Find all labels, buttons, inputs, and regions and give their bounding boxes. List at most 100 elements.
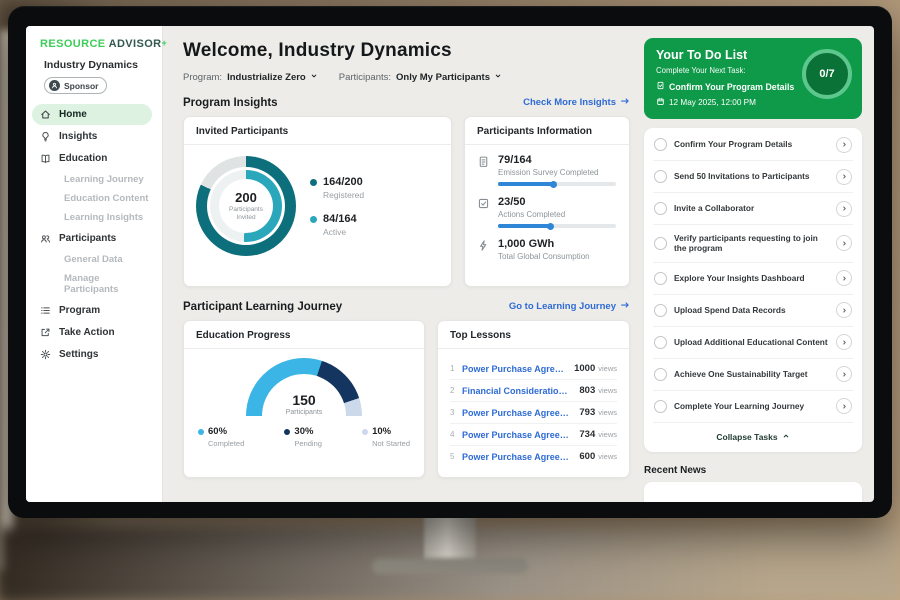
monitor-stand-base — [372, 558, 528, 574]
logo-plus: + — [161, 38, 168, 48]
checklist-icon — [477, 197, 490, 210]
chevron-right-icon[interactable] — [836, 302, 852, 319]
program-filter-label: Program: — [183, 72, 223, 83]
task-row[interactable]: Upload Additional Educational Content — [653, 327, 853, 359]
participants-filter-label: Participants: — [338, 72, 392, 83]
active-dot — [310, 215, 317, 223]
sidebar-item-settings[interactable]: Settings — [32, 344, 152, 365]
task-checkbox[interactable] — [654, 399, 667, 413]
people-icon — [40, 233, 51, 244]
task-row[interactable]: Send 50 Invitations to Participants — [653, 161, 853, 193]
task-checkbox[interactable] — [654, 236, 667, 250]
stat-actions-completed: 23/50 Actions Completed — [477, 196, 617, 230]
lesson-link[interactable]: Power Purchase Agreements 103 — [462, 451, 571, 462]
sidebar: RESOURCE ADVISOR+ Industry Dynamics Spon… — [26, 26, 167, 502]
collapse-tasks-button[interactable]: Collapse Tasks — [653, 423, 853, 451]
stat-global-consumption: 1,000 GWh Total Global Consumption — [477, 238, 617, 266]
invited-participants-card: Invited Participants 200 Participants In… — [183, 116, 452, 287]
lesson-row: 1 Power Purchase Agreements 101 1000view… — [450, 358, 617, 380]
sponsor-badge: Sponsor — [44, 77, 108, 94]
not-started-dot — [362, 428, 369, 435]
task-checkbox[interactable] — [654, 367, 667, 381]
program-select[interactable]: Industrialize Zero — [227, 72, 318, 83]
task-row[interactable]: Explore Your Insights Dashboard — [653, 263, 853, 295]
chevron-right-icon[interactable] — [836, 168, 852, 185]
chevron-right-icon[interactable] — [836, 334, 852, 351]
todo-subtitle: Complete Your Next Task: — [656, 66, 746, 75]
sidebar-item-take-action[interactable]: Take Action — [32, 322, 152, 343]
sidebar-item-label: Education — [59, 153, 108, 164]
person-icon — [49, 80, 60, 91]
education-progress-gauge-chart: 150 Participants — [246, 358, 362, 416]
book-icon — [40, 153, 51, 164]
lesson-row: 2 Financial Considerations - VPPAs 803vi… — [450, 380, 617, 402]
check-more-insights-link[interactable]: Check More Insights — [523, 96, 630, 109]
sidebar-item-general-data[interactable]: General Data — [64, 254, 123, 265]
energy-bolt-icon — [477, 239, 490, 252]
list-icon — [40, 305, 51, 316]
task-checkbox[interactable] — [654, 138, 667, 151]
donut-center-value: 200 — [235, 189, 257, 205]
sidebar-item-learning-journey[interactable]: Learning Journey — [64, 174, 144, 185]
learning-card-row: Education Progress 150 Participants 60 — [183, 320, 630, 478]
task-row[interactable]: Achieve One Sustainability Target — [653, 359, 853, 391]
legend-item-not-started: 10% Not Started — [362, 426, 410, 448]
sidebar-item-manage-participants[interactable]: Manage Participants — [64, 273, 119, 295]
chevron-right-icon[interactable] — [836, 136, 852, 153]
lesson-link[interactable]: Financial Considerations - VPPAs — [462, 385, 571, 396]
filter-bar: Program: Industrialize Zero Participants… — [183, 72, 630, 83]
stat-emission-survey: 79/164 Emission Survey Completed — [477, 154, 617, 188]
legend-item-registered: 164/200 Registered — [310, 176, 364, 200]
participants-select[interactable]: Only My Participants — [396, 72, 502, 83]
completed-dot — [198, 428, 204, 435]
arrow-right-icon — [620, 300, 630, 313]
go-to-learning-journey-link[interactable]: Go to Learning Journey — [509, 300, 630, 313]
clipboard-icon — [477, 155, 490, 168]
sidebar-item-education-content[interactable]: Education Content — [64, 193, 149, 204]
insights-card-row: Invited Participants 200 Participants In… — [183, 116, 630, 287]
task-checkbox[interactable] — [654, 303, 667, 317]
chevron-right-icon[interactable] — [836, 398, 852, 415]
pending-dot — [284, 428, 291, 435]
sidebar-item-education[interactable]: Education — [32, 148, 152, 169]
chevron-right-icon[interactable] — [836, 270, 852, 287]
monitor-bezel: RESOURCE ADVISOR+ Industry Dynamics Spon… — [8, 6, 892, 518]
logo-advisor: ADVISOR — [108, 38, 162, 50]
task-row[interactable]: Invite a Collaborator — [653, 193, 853, 225]
sidebar-item-learning-insights[interactable]: Learning Insights — [64, 212, 144, 223]
sidebar-item-program[interactable]: Program — [32, 300, 152, 321]
task-row[interactable]: Verify participants requesting to join t… — [653, 225, 853, 263]
task-row[interactable]: Complete Your Learning Journey — [653, 391, 853, 423]
card-title: Invited Participants — [184, 126, 451, 145]
invited-participants-donut-chart: 200 Participants Invited — [196, 156, 296, 256]
gauge-center-label: Participants — [285, 409, 323, 416]
task-checkbox[interactable] — [654, 335, 667, 349]
registered-dot — [310, 178, 317, 186]
task-row[interactable]: Upload Spend Data Records — [653, 295, 853, 327]
chevron-right-icon[interactable] — [836, 366, 852, 383]
sidebar-item-participants[interactable]: Participants — [32, 228, 152, 249]
task-checkbox[interactable] — [654, 170, 667, 183]
sidebar-item-home[interactable]: Home — [32, 104, 152, 125]
education-progress-card: Education Progress 150 Participants 60 — [183, 320, 425, 478]
lightbulb-icon — [40, 131, 51, 142]
sponsor-badge-label: Sponsor — [64, 80, 99, 91]
lesson-link[interactable]: Power Purchase Agreements 101 — [462, 407, 571, 418]
sidebar-item-label: Participants — [59, 233, 117, 244]
lesson-link[interactable]: Power Purchase Agreements 102 — [462, 429, 571, 440]
section-title: Participant Learning Journey — [183, 300, 343, 313]
doc-check-icon — [656, 81, 665, 92]
task-checkbox[interactable] — [654, 202, 667, 215]
task-checkbox[interactable] — [654, 271, 667, 285]
lesson-link[interactable]: Power Purchase Agreements 101 — [462, 363, 566, 374]
learning-journey-header: Participant Learning Journey Go to Learn… — [183, 300, 630, 313]
chevron-right-icon[interactable] — [836, 200, 852, 217]
section-title: Program Insights — [183, 96, 278, 109]
todo-next-task[interactable]: Confirm Your Program Details — [656, 81, 850, 92]
chevron-up-icon — [782, 432, 790, 442]
task-row[interactable]: Confirm Your Program Details — [653, 129, 853, 161]
org-name: Industry Dynamics — [44, 59, 138, 71]
sidebar-item-insights[interactable]: Insights — [32, 126, 152, 147]
chevron-right-icon[interactable] — [836, 235, 852, 252]
